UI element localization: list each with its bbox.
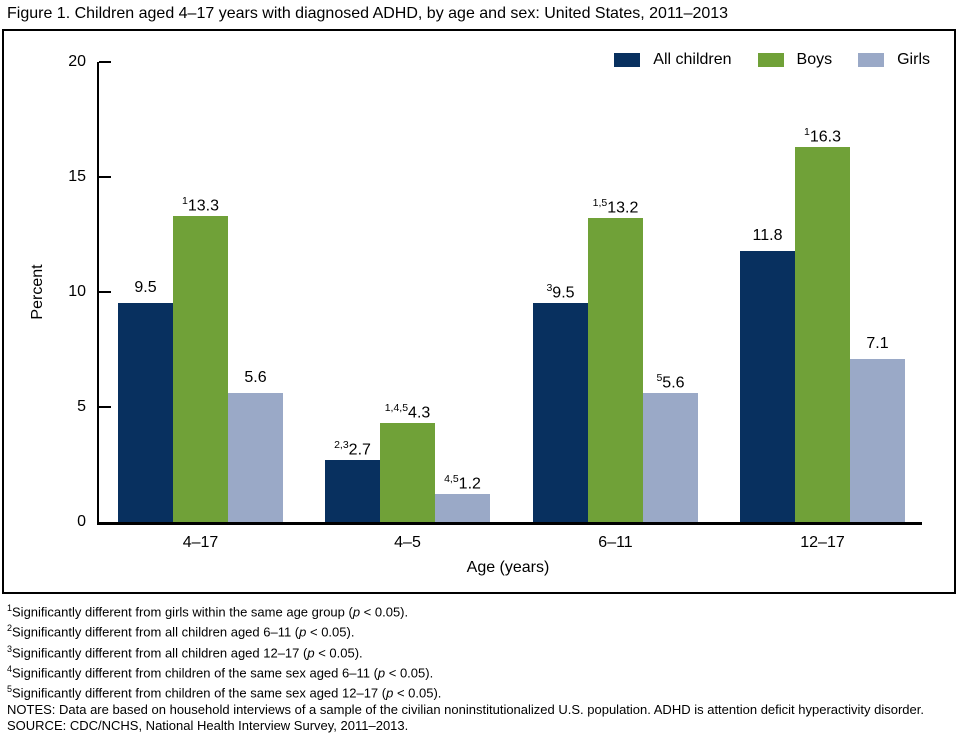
bar-value-label: 2,32.7 — [334, 439, 371, 459]
footnotes: 1Significantly different from girls with… — [7, 600, 924, 734]
footnote-line: 2Significantly different from all childr… — [7, 623, 355, 640]
bar-value-label: 7.1 — [866, 335, 889, 352]
bar-girls — [228, 393, 283, 522]
y-tick-mark — [99, 406, 111, 408]
legend-item-girls: Girls — [858, 51, 930, 69]
footnote-line: 3Significantly different from all childr… — [7, 643, 363, 660]
x-tick-label: 4–17 — [182, 534, 219, 551]
legend-swatch — [757, 53, 784, 67]
bar-girls — [850, 359, 905, 522]
footnote-line: NOTES: Data are based on household inter… — [7, 701, 924, 717]
footnote-line: 1Significantly different from girls with… — [7, 603, 409, 620]
legend-label: Boys — [796, 51, 833, 68]
bar-value-label: 4,51.2 — [444, 473, 481, 493]
legend-label: All children — [653, 51, 732, 68]
bar-boys — [795, 147, 850, 522]
x-tick-label: 6–11 — [598, 534, 633, 551]
legend: All children Boys Girls — [614, 51, 930, 69]
bar-boys — [588, 218, 643, 522]
legend-swatch — [858, 53, 885, 67]
bar-value-label: 113.3 — [182, 195, 219, 215]
y-tick-label: 20 — [68, 53, 86, 70]
bar-value-label: 11.8 — [752, 227, 783, 244]
legend-label: Girls — [897, 51, 930, 68]
bar-girls — [643, 393, 698, 522]
bar-value-label: 1,4,54.3 — [384, 402, 431, 422]
bar-all-children — [533, 303, 588, 522]
x-tick-label: 4–5 — [394, 534, 421, 551]
y-axis-line — [97, 62, 99, 525]
y-tick-label: 15 — [68, 168, 86, 185]
legend-item-all-children: All children — [614, 51, 732, 69]
bar-value-label: 55.6 — [656, 372, 685, 392]
bar-all-children — [118, 303, 173, 522]
bar-value-label: 1,513.2 — [592, 197, 639, 217]
y-tick-label: 5 — [77, 398, 86, 415]
chart-frame: Percent Age (years) 0 5 10 15 20 9.5 113.3 5.6 4… — [2, 29, 956, 594]
x-axis-line — [97, 522, 922, 525]
bar-all-children — [325, 460, 380, 522]
bar-value-label: 39.5 — [546, 282, 575, 302]
y-tick-label: 10 — [68, 283, 86, 300]
legend-swatch — [614, 53, 641, 67]
figure-title: Figure 1. Children aged 4–17 years with … — [7, 5, 729, 22]
bar-value-label: 5.6 — [244, 369, 267, 386]
bar-value-label: 116.3 — [804, 126, 841, 146]
y-tick-label: 0 — [77, 513, 86, 530]
x-tick-label: 12–17 — [800, 534, 845, 551]
legend-item-boys: Boys — [757, 51, 833, 69]
bar-boys — [173, 216, 228, 522]
y-tick-mark — [99, 176, 111, 178]
bar-boys — [380, 423, 435, 522]
footnote-line: SOURCE: CDC/NCHS, National Health Interv… — [7, 717, 409, 733]
bar-value-label: 9.5 — [134, 279, 157, 296]
y-tick-mark — [99, 291, 111, 293]
bar-girls — [435, 494, 490, 522]
bar-all-children — [740, 251, 795, 522]
x-axis-label: Age (years) — [466, 559, 550, 576]
plot-area: Percent Age (years) 0 5 10 15 20 9.5 113.3 5.6 4… — [4, 31, 950, 588]
y-tick-mark — [99, 61, 111, 63]
footnote-line: 4Significantly different from children o… — [7, 663, 434, 681]
footnote-line: 5Significantly different from children o… — [7, 684, 442, 701]
